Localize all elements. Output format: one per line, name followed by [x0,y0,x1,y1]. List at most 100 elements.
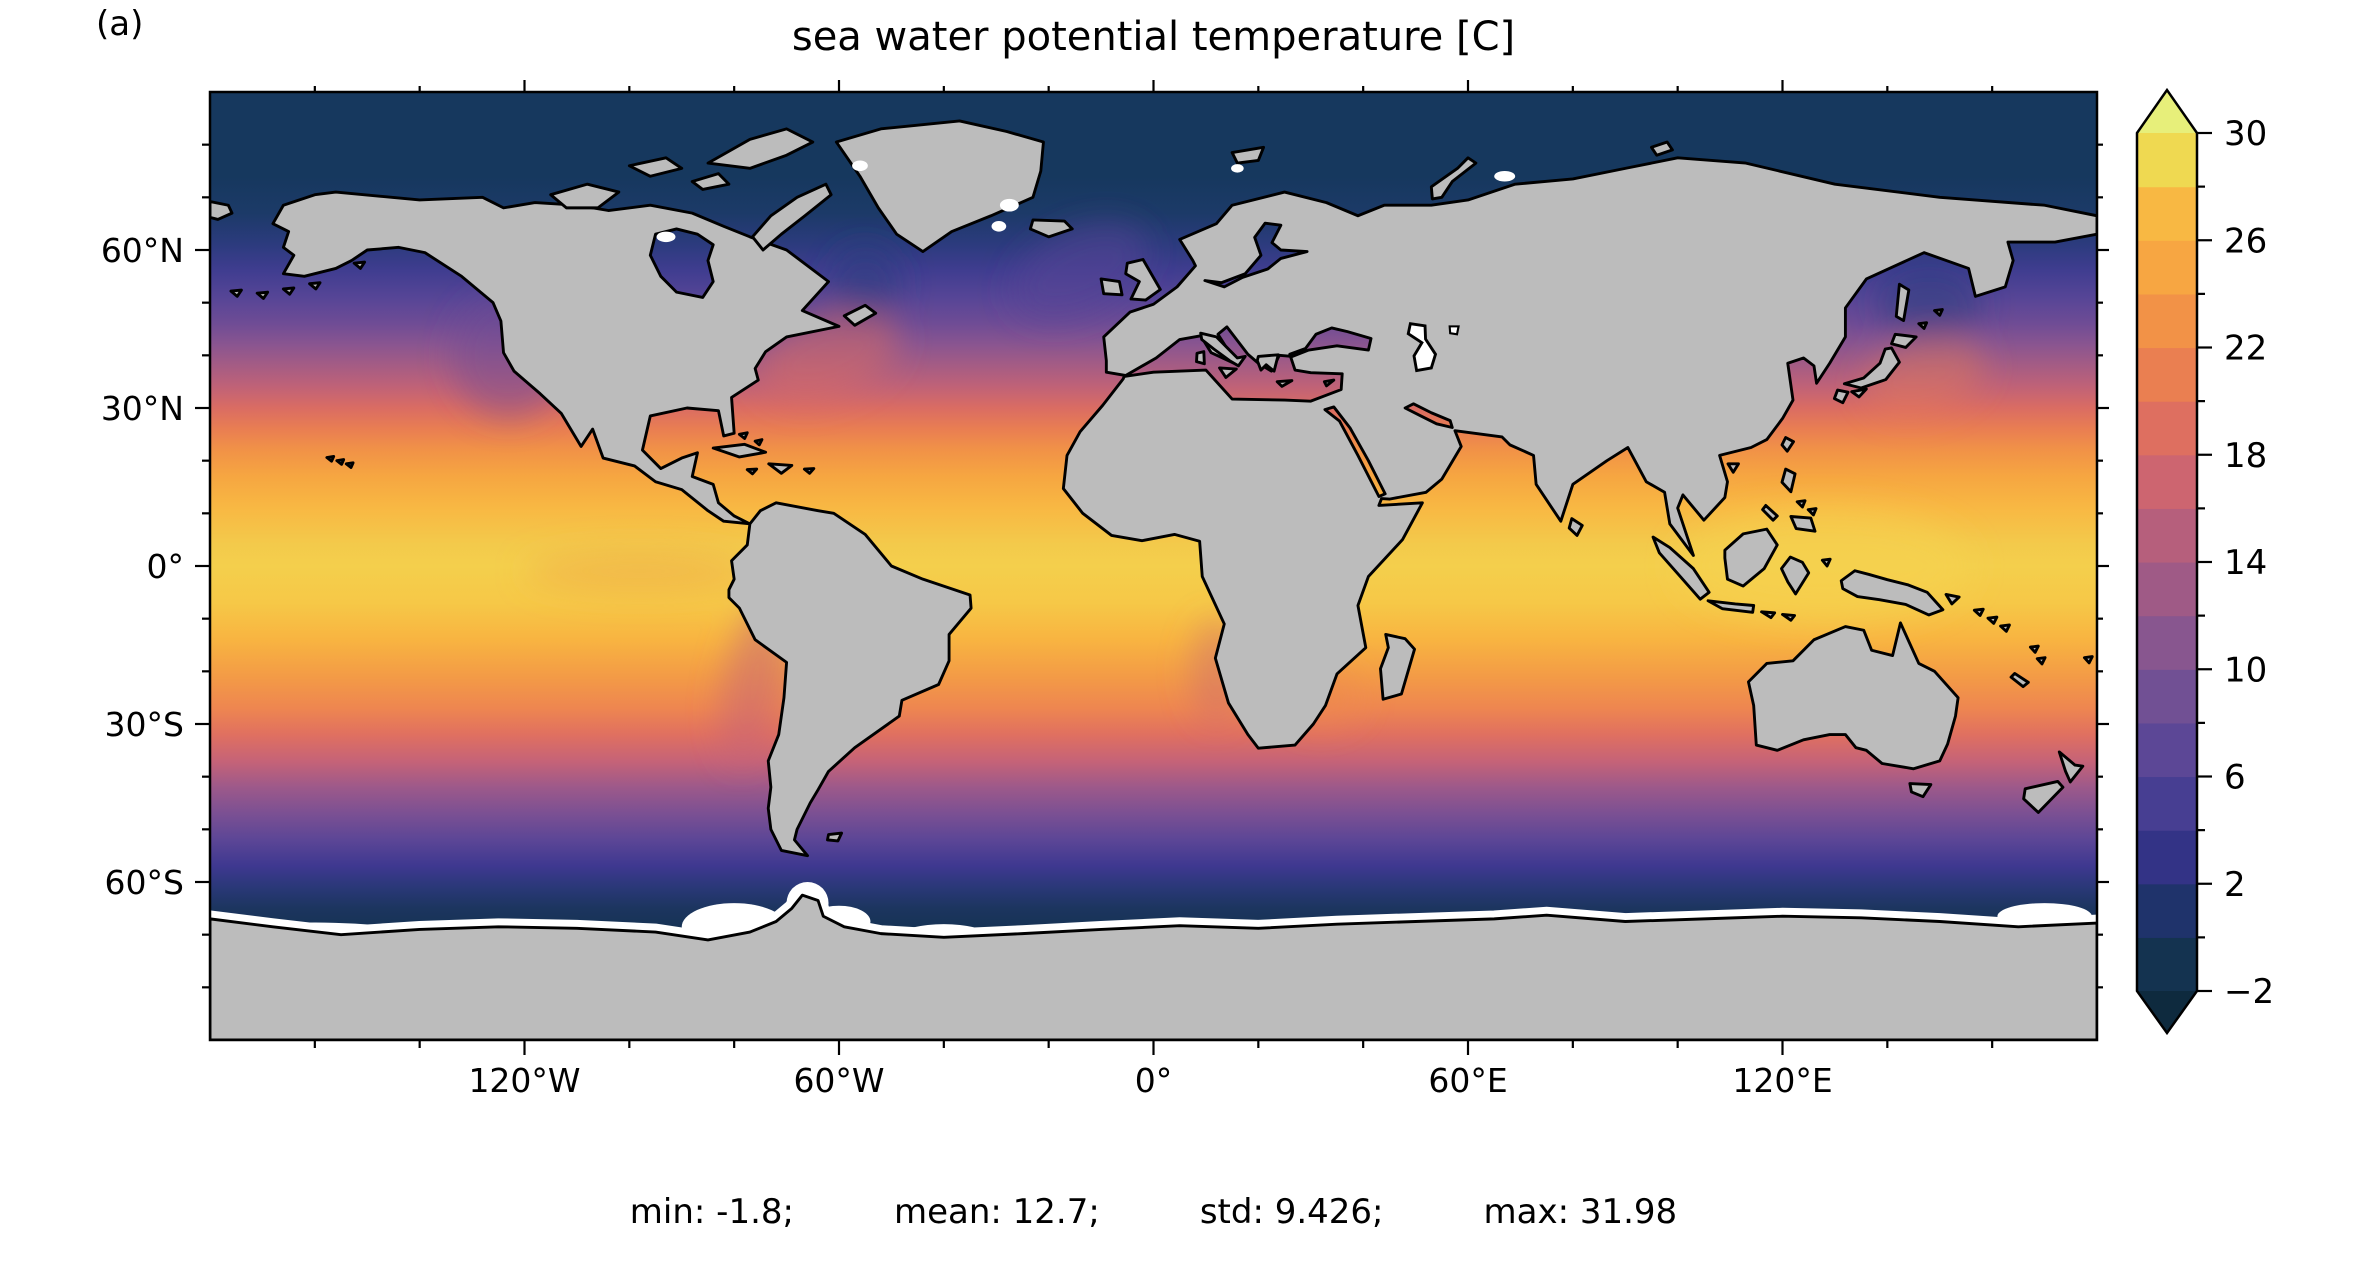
arctic-island [690,172,731,191]
chukotka-wrap [210,200,234,221]
new-britain [1944,592,1961,606]
sumatra [1651,535,1711,601]
colorbar-band [2137,562,2197,617]
colorbar-band [2137,401,2197,456]
solomon-island [1986,615,1999,625]
hawaii [335,458,346,466]
colorbar-band [2137,669,2197,724]
stat-item: mean: 12.7; [893,1192,1100,1232]
crete [1275,379,1294,388]
figure-title: sea water potential temperature [C] [791,14,1516,60]
great-britain [1124,258,1162,302]
visayas [1806,507,1818,517]
hawaii [344,461,355,469]
y-tick-label: 30°S [105,705,184,744]
cyprus [1322,378,1336,388]
vanuatu [2035,656,2047,666]
colorbar-band [2137,133,2197,188]
hudson-bay [648,227,715,299]
colorbar-band [2137,508,2197,563]
visayas [1795,499,1807,509]
lesser-sunda [1781,613,1797,622]
y-tick-label: 60°S [105,863,184,902]
ice-patch [852,160,868,172]
colorbar-tick-label: 18 [2224,436,2267,476]
colorbar-band [2137,776,2197,831]
ice-patch [991,221,1007,232]
new-caledonia [2009,671,2030,689]
mediterranean-lands [1195,331,1336,388]
colorbar-tick-label: −2 [2224,972,2274,1012]
ice-patch [999,198,1019,212]
colorbar-tick-label: 2 [2224,865,2246,905]
y-tick-label: 60°N [101,231,184,270]
iceland [1028,218,1074,239]
sardinia [1195,350,1206,366]
ice-patch [1231,164,1244,173]
baffin-island [751,182,833,252]
panel-label: (a) [96,4,144,44]
marginal-seas [648,221,1454,498]
world-map [210,92,2098,1041]
kuril-island [1917,321,1929,330]
aral-sea [1448,325,1460,336]
puerto-rico [802,467,816,475]
colorbar-tick-label: 6 [2224,758,2246,798]
x-tick-label: 60°E [1428,1061,1507,1100]
borneo [1723,527,1779,588]
landmasses [210,119,2098,1041]
colorbar-band [2137,240,2197,295]
halmahera [1820,557,1832,568]
aleutian-island [255,290,270,300]
sakhalin [1894,282,1911,323]
kodiak-island [352,260,367,270]
stat-item: std: 9.426; [1199,1192,1384,1232]
svalbard [1230,145,1266,165]
afro-eurasia [1061,156,2098,750]
newfoundland [842,303,878,327]
colorbar-tick-label: 26 [2224,221,2267,261]
new-guinea [1839,569,1945,617]
stat-item: min: -1.8; [629,1192,794,1232]
lesser-sunda [1760,610,1777,620]
stats-line: min: -1.8; mean: 12.7; std: 9.426; max: 31.… [210,1192,2097,1232]
colorbar: 30 26 22 18 14 10 6 2 −2 [2135,87,2274,1036]
y-tick-label: 30°N [101,389,184,428]
x-tick-label: 120°W [468,1061,580,1100]
stat-item: max: 31.98 [1483,1192,1678,1232]
kyushu [1832,388,1850,405]
colorbar-band [2137,830,2197,885]
severnaya-zemlya [1650,140,1674,157]
italy [1199,331,1247,368]
colorbar-band [2137,937,2197,992]
colorbar-band [2137,883,2197,938]
sri-lanka [1567,517,1584,537]
kuril-island [1933,308,1944,317]
colorbar-band [2137,722,2197,778]
colorbar-tick-label: 14 [2224,543,2267,583]
colorbar-band [2137,293,2197,349]
vanuatu [2029,644,2040,654]
persian-gulf [1403,402,1454,429]
aleutian-island [229,288,243,298]
greenland [834,119,1045,254]
hokkaido [1890,332,1918,349]
madagascar [1379,633,1416,701]
baltic-sea [1203,221,1309,289]
colorbar-band [2137,615,2197,670]
tasmania [1908,782,1933,799]
luzon [1780,467,1797,494]
solomon-island [1999,623,2011,633]
victoria-island [549,182,621,210]
jamaica [745,467,759,476]
colorbar-band [2137,347,2197,402]
hainan [1726,462,1740,474]
x-tick-label: 0° [1135,1061,1173,1100]
hispaniola [767,462,794,475]
greece [1255,353,1280,373]
colorbar-band [2137,186,2197,241]
axes-layer: 120°W 60°W 0° 60°E 120°E 60°N 30°N 0° 30°S 60°S [101,80,2109,1100]
sicily [1218,366,1238,379]
cuba [711,442,768,459]
